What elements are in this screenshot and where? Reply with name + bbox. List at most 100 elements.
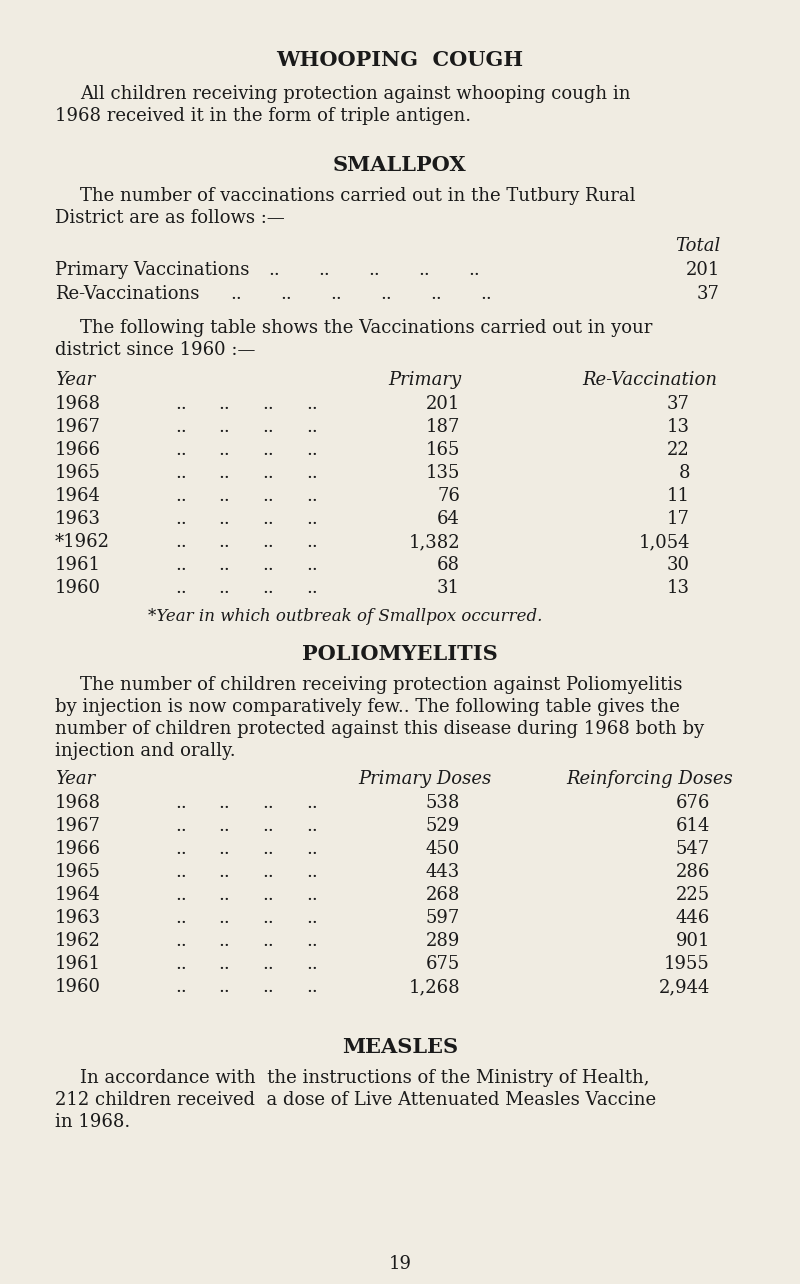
Text: 225: 225	[676, 886, 710, 904]
Text: 1966: 1966	[55, 440, 101, 458]
Text: ..: ..	[306, 440, 318, 458]
Text: 1960: 1960	[55, 978, 101, 996]
Text: ..: ..	[306, 556, 318, 574]
Text: 443: 443	[426, 863, 460, 881]
Text: ..: ..	[262, 440, 274, 458]
Text: The number of vaccinations carried out in the Tutbury Rural: The number of vaccinations carried out i…	[80, 187, 635, 205]
Text: ..: ..	[262, 464, 274, 482]
Text: 31: 31	[437, 579, 460, 597]
Text: ..: ..	[262, 556, 274, 574]
Text: ..: ..	[262, 487, 274, 505]
Text: ..: ..	[468, 261, 480, 279]
Text: ..: ..	[218, 440, 230, 458]
Text: 1967: 1967	[55, 419, 101, 437]
Text: Year: Year	[55, 371, 95, 389]
Text: ..: ..	[175, 794, 186, 811]
Text: 22: 22	[667, 440, 690, 458]
Text: 675: 675	[426, 955, 460, 973]
Text: WHOOPING  COUGH: WHOOPING COUGH	[277, 50, 523, 71]
Text: ..: ..	[218, 579, 230, 597]
Text: 1955: 1955	[664, 955, 710, 973]
Text: 1968: 1968	[55, 794, 101, 811]
Text: 1960: 1960	[55, 579, 101, 597]
Text: ..: ..	[218, 395, 230, 413]
Text: ..: ..	[306, 909, 318, 927]
Text: ..: ..	[306, 395, 318, 413]
Text: Total: Total	[674, 238, 720, 256]
Text: ..: ..	[175, 510, 186, 528]
Text: Reinforcing Doses: Reinforcing Doses	[566, 770, 734, 788]
Text: 1961: 1961	[55, 955, 101, 973]
Text: district since 1960 :—: district since 1960 :—	[55, 342, 255, 360]
Text: ..: ..	[262, 840, 274, 858]
Text: Primary Doses: Primary Doses	[358, 770, 492, 788]
Text: 1,054: 1,054	[638, 533, 690, 551]
Text: 1965: 1965	[55, 863, 101, 881]
Text: ..: ..	[175, 886, 186, 904]
Text: ..: ..	[218, 978, 230, 996]
Text: ..: ..	[218, 932, 230, 950]
Text: ..: ..	[280, 285, 292, 303]
Text: ..: ..	[262, 978, 274, 996]
Text: 11: 11	[667, 487, 690, 505]
Text: 37: 37	[667, 395, 690, 413]
Text: 1964: 1964	[55, 487, 101, 505]
Text: 13: 13	[667, 579, 690, 597]
Text: ..: ..	[430, 285, 442, 303]
Text: ..: ..	[218, 464, 230, 482]
Text: ..: ..	[306, 886, 318, 904]
Text: ..: ..	[218, 556, 230, 574]
Text: injection and orally.: injection and orally.	[55, 742, 236, 760]
Text: Year: Year	[55, 770, 95, 788]
Text: ..: ..	[175, 932, 186, 950]
Text: 450: 450	[426, 840, 460, 858]
Text: POLIOMYELITIS: POLIOMYELITIS	[302, 645, 498, 664]
Text: 1965: 1965	[55, 464, 101, 482]
Text: ..: ..	[175, 440, 186, 458]
Text: 19: 19	[389, 1254, 411, 1272]
Text: 1966: 1966	[55, 840, 101, 858]
Text: All children receiving protection against whooping cough in: All children receiving protection agains…	[80, 85, 630, 103]
Text: In accordance with  the instructions of the Ministry of Health,: In accordance with the instructions of t…	[80, 1070, 650, 1088]
Text: Primary: Primary	[389, 371, 462, 389]
Text: ..: ..	[330, 285, 342, 303]
Text: 1967: 1967	[55, 817, 101, 835]
Text: ..: ..	[218, 955, 230, 973]
Text: ..: ..	[262, 510, 274, 528]
Text: ..: ..	[175, 978, 186, 996]
Text: ..: ..	[175, 840, 186, 858]
Text: ..: ..	[262, 863, 274, 881]
Text: by injection is now comparatively few.. The following table gives the: by injection is now comparatively few.. …	[55, 698, 680, 716]
Text: 547: 547	[676, 840, 710, 858]
Text: 68: 68	[437, 556, 460, 574]
Text: ..: ..	[306, 487, 318, 505]
Text: 538: 538	[426, 794, 460, 811]
Text: ..: ..	[306, 533, 318, 551]
Text: ..: ..	[218, 794, 230, 811]
Text: 64: 64	[437, 510, 460, 528]
Text: ..: ..	[175, 395, 186, 413]
Text: 201: 201	[426, 395, 460, 413]
Text: ..: ..	[175, 419, 186, 437]
Text: ..: ..	[306, 464, 318, 482]
Text: 1968: 1968	[55, 395, 101, 413]
Text: ..: ..	[380, 285, 392, 303]
Text: The following table shows the Vaccinations carried out in your: The following table shows the Vaccinatio…	[80, 318, 652, 336]
Text: ..: ..	[175, 817, 186, 835]
Text: 289: 289	[426, 932, 460, 950]
Text: 8: 8	[678, 464, 690, 482]
Text: ..: ..	[306, 863, 318, 881]
Text: 17: 17	[667, 510, 690, 528]
Text: 529: 529	[426, 817, 460, 835]
Text: 187: 187	[426, 419, 460, 437]
Text: ..: ..	[306, 510, 318, 528]
Text: 37: 37	[697, 285, 720, 303]
Text: number of children protected against this disease during 1968 both by: number of children protected against thi…	[55, 720, 704, 738]
Text: 212 children received  a dose of Live Attenuated Measles Vaccine: 212 children received a dose of Live Att…	[55, 1091, 656, 1109]
Text: ..: ..	[368, 261, 380, 279]
Text: 1968 received it in the form of triple antigen.: 1968 received it in the form of triple a…	[55, 107, 471, 125]
Text: ..: ..	[175, 464, 186, 482]
Text: ..: ..	[306, 794, 318, 811]
Text: ..: ..	[218, 840, 230, 858]
Text: ..: ..	[268, 261, 280, 279]
